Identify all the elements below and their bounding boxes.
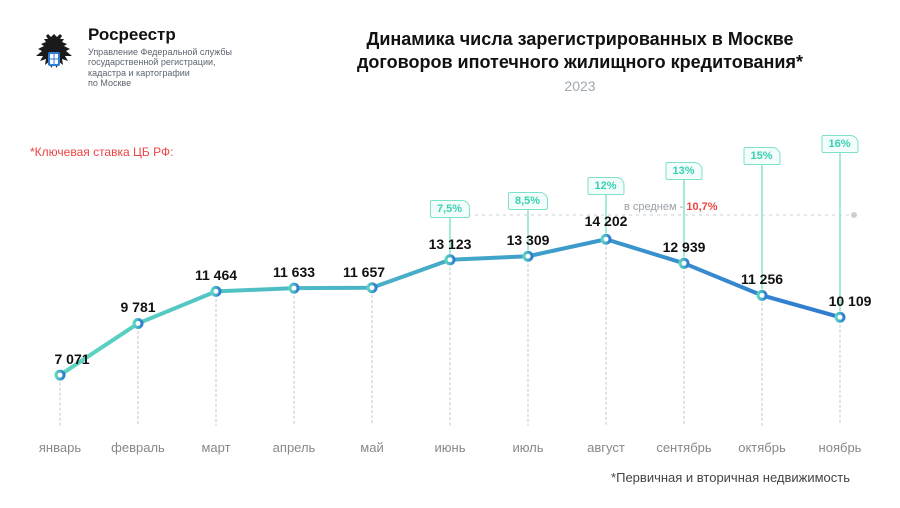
rate-flag: 12% xyxy=(587,177,624,195)
avg-label: в среднем - 10,7% xyxy=(624,201,718,213)
rate-flag: 16% xyxy=(821,135,858,153)
org-subtitle: Управление Федеральной службыгосударстве… xyxy=(88,47,232,88)
value-label: 13 123 xyxy=(429,236,472,252)
rate-flag: 7,5% xyxy=(430,200,470,218)
x-label: ноябрь xyxy=(819,440,862,455)
rate-flag-label: 12% xyxy=(587,177,624,195)
value-label: 9 781 xyxy=(120,299,155,315)
value-label: 11 256 xyxy=(741,271,783,287)
rate-flag: 15% xyxy=(743,147,780,165)
x-label: июль xyxy=(512,440,543,455)
org-text: Росреестр Управление Федеральной службыг… xyxy=(88,25,232,88)
rate-flag-label: 13% xyxy=(665,162,702,180)
x-label: октябрь xyxy=(738,440,786,455)
x-label: май xyxy=(360,440,383,455)
value-label: 11 657 xyxy=(343,264,385,280)
chart-year: 2023 xyxy=(300,78,860,94)
x-label: сентябрь xyxy=(656,440,711,455)
x-label: март xyxy=(201,440,230,455)
infographic-root: { "org": { "name": "Росреестр", "subtitl… xyxy=(0,0,900,508)
value-label: 10 109 xyxy=(829,293,872,309)
value-label: 12 939 xyxy=(663,239,706,255)
x-label: февраль xyxy=(111,440,165,455)
rate-flag-label: 8,5% xyxy=(508,192,548,210)
rate-flag-label: 16% xyxy=(821,135,858,153)
value-label: 11 464 xyxy=(195,267,237,283)
org-name: Росреестр xyxy=(88,25,232,45)
rate-flag-label: 15% xyxy=(743,147,780,165)
chart-title: Динамика числа зарегистрированных в Моск… xyxy=(300,28,860,73)
rate-flag: 13% xyxy=(665,162,702,180)
rate-flag: 8,5% xyxy=(508,192,548,210)
rosreestr-eagle-icon xyxy=(30,30,78,84)
line-chart xyxy=(40,115,860,435)
value-label: 14 202 xyxy=(585,213,628,229)
x-label: январь xyxy=(39,440,81,455)
org-logo-block: Росреестр Управление Федеральной службыг… xyxy=(30,25,232,88)
footer-note: *Первичная и вторичная недвижимость xyxy=(611,470,850,485)
value-label: 7 071 xyxy=(54,351,89,367)
x-label: август xyxy=(587,440,625,455)
chart-svg xyxy=(40,115,860,435)
rate-flag-label: 7,5% xyxy=(430,200,470,218)
x-label: апрель xyxy=(273,440,316,455)
x-axis-labels: январь февраль март апрель май июнь июль август… xyxy=(40,440,860,464)
x-label: июнь xyxy=(435,440,466,455)
value-label: 13 309 xyxy=(507,232,550,248)
value-label: 11 633 xyxy=(273,264,315,280)
